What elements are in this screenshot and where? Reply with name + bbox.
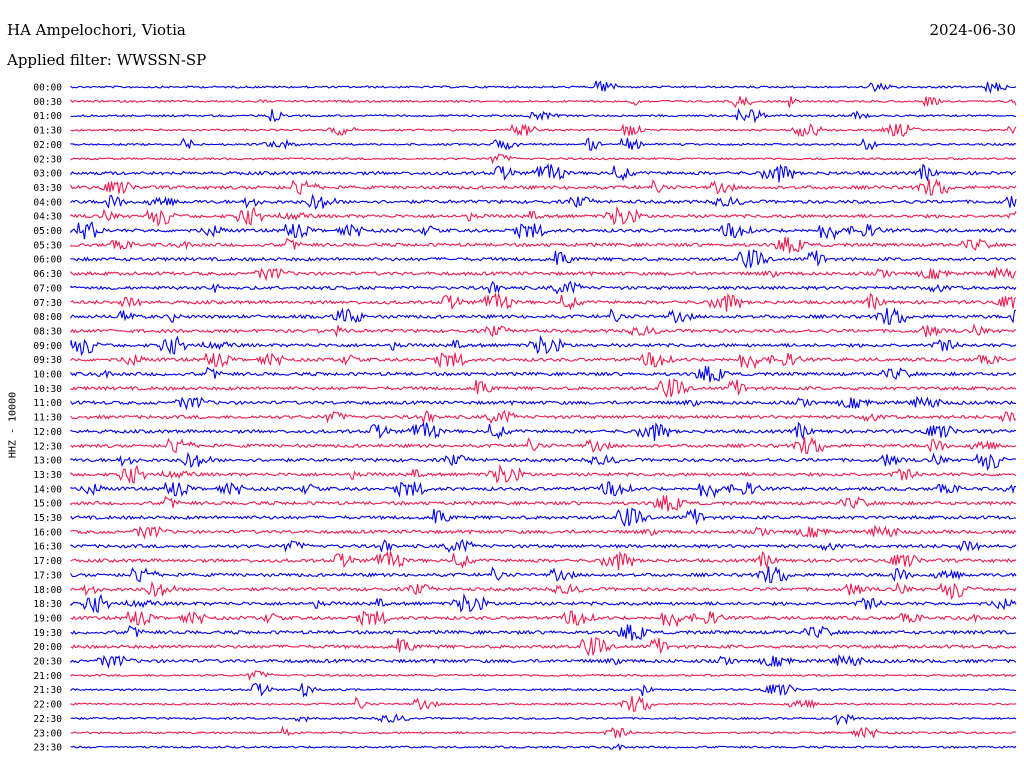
seismic-trace-0000 xyxy=(70,80,1017,94)
row-tick-label: 02:30 xyxy=(33,154,62,165)
row-tick-label: 13:30 xyxy=(33,470,62,481)
seismic-trace-0130 xyxy=(70,123,1017,138)
seismic-trace-1830 xyxy=(70,593,1017,614)
row-tick-label: 22:30 xyxy=(33,714,62,725)
row-tick-label: 15:30 xyxy=(33,513,62,524)
row-tick-label: 09:00 xyxy=(33,341,62,352)
row-tick-label: 06:30 xyxy=(33,269,62,280)
row-tick-label: 12:30 xyxy=(33,441,62,452)
row-tick-label: 11:30 xyxy=(33,413,62,424)
seismic-trace-1000 xyxy=(70,366,1017,383)
row-tick-label: 19:00 xyxy=(33,613,62,624)
seismic-trace-2100 xyxy=(70,670,1017,682)
seismic-trace-1730 xyxy=(70,565,1017,584)
row-tick-label: 08:30 xyxy=(33,326,62,337)
seismic-trace-2200 xyxy=(70,695,1017,712)
seismic-trace-1330 xyxy=(70,463,1017,485)
row-tick-label: 20:00 xyxy=(33,642,62,653)
row-tick-label: 06:00 xyxy=(33,255,62,266)
row-tick-label: 21:00 xyxy=(33,671,62,682)
seismic-trace-0230 xyxy=(70,153,1017,165)
seismic-trace-1600 xyxy=(70,524,1017,540)
row-tick-label: 12:00 xyxy=(33,427,62,438)
seismic-trace-1800 xyxy=(70,580,1017,600)
row-tick-label: 16:30 xyxy=(33,542,62,553)
station-title: HA Ampelochori, Viotia xyxy=(7,21,186,39)
seismic-trace-0600 xyxy=(70,249,1017,269)
seismic-trace-1030 xyxy=(70,378,1017,399)
row-tick-label: 00:00 xyxy=(33,83,62,94)
seismic-trace-0630 xyxy=(70,266,1017,282)
row-tick-label: 23:30 xyxy=(33,743,62,754)
seismic-trace-1700 xyxy=(70,550,1017,571)
seismic-trace-0330 xyxy=(70,178,1017,196)
row-tick-label: 07:00 xyxy=(33,283,62,294)
seismic-trace-2030 xyxy=(70,654,1017,669)
seismic-trace-0700 xyxy=(70,280,1017,295)
row-tick-label: 14:00 xyxy=(33,484,62,495)
row-tick-label: 03:00 xyxy=(33,169,62,180)
row-tick-label: 20:30 xyxy=(33,657,62,668)
seismic-trace-1130 xyxy=(70,409,1017,424)
row-tick-label: 23:00 xyxy=(33,728,62,739)
seismic-trace-1100 xyxy=(70,395,1017,411)
seismic-trace-0530 xyxy=(70,236,1017,254)
row-tick-label: 16:00 xyxy=(33,527,62,538)
seismic-trace-1500 xyxy=(70,495,1016,512)
row-tick-label: 08:00 xyxy=(33,312,62,323)
seismic-trace-2000 xyxy=(70,636,1017,657)
row-tick-label: 10:00 xyxy=(33,370,62,381)
row-tick-label: 17:00 xyxy=(33,556,62,567)
seismic-trace-0430 xyxy=(70,205,1017,227)
seismic-trace-0900 xyxy=(70,334,1017,356)
seismic-trace-2300 xyxy=(70,725,1017,739)
row-tick-label: 10:30 xyxy=(33,384,62,395)
row-tick-label: 19:30 xyxy=(33,628,62,639)
row-tick-label: 13:00 xyxy=(33,456,62,467)
row-tick-label: 04:00 xyxy=(33,197,62,208)
seismic-trace-0730 xyxy=(70,292,1017,312)
seismic-trace-0500 xyxy=(70,221,1017,241)
date-label: 2024-06-30 xyxy=(929,21,1016,39)
seismic-trace-1530 xyxy=(70,507,1017,528)
seismic-trace-1300 xyxy=(70,451,1017,471)
row-tick-label: 07:30 xyxy=(33,298,62,309)
row-tick-label: 01:00 xyxy=(33,111,62,122)
row-tick-label: 02:00 xyxy=(33,140,62,151)
seismic-trace-1400 xyxy=(70,481,1017,499)
seismic-trace-0830 xyxy=(70,323,1017,338)
seismic-trace-1630 xyxy=(70,538,1017,554)
seismic-trace-1230 xyxy=(70,436,1017,454)
seismic-trace-2330 xyxy=(70,743,1017,752)
row-tick-label: 21:30 xyxy=(33,685,62,696)
row-tick-label: 22:00 xyxy=(33,700,62,711)
row-tick-label: 18:00 xyxy=(33,585,62,596)
seismic-trace-1200 xyxy=(70,421,1017,441)
row-tick-label: 11:00 xyxy=(33,398,62,409)
row-tick-label: 18:30 xyxy=(33,599,62,610)
seismic-trace-0800 xyxy=(70,307,1017,325)
row-tick-label: 15:00 xyxy=(33,499,62,510)
seismic-trace-0930 xyxy=(70,352,1017,370)
seismic-trace-2130 xyxy=(70,682,1017,698)
seismic-trace-0300 xyxy=(70,163,1017,183)
row-tick-label: 05:30 xyxy=(33,240,62,251)
row-tick-label: 03:30 xyxy=(33,183,62,194)
filter-label: Applied filter: WWSSN-SP xyxy=(7,51,207,69)
seismic-trace-1930 xyxy=(70,624,1017,641)
row-tick-label: 00:30 xyxy=(33,97,62,108)
row-tick-label: 17:30 xyxy=(33,570,62,581)
seismic-trace-0400 xyxy=(70,193,1017,210)
row-tick-label: 01:30 xyxy=(33,126,62,137)
seismic-trace-0100 xyxy=(70,107,1016,124)
row-tick-label: 05:00 xyxy=(33,226,62,237)
row-tick-label: 04:30 xyxy=(33,212,62,223)
seismic-trace-1900 xyxy=(70,610,1017,628)
seismic-trace-0200 xyxy=(70,137,1017,151)
seismic-trace-0030 xyxy=(70,96,1017,109)
row-tick-label: 09:30 xyxy=(33,355,62,366)
seismic-trace-2230 xyxy=(70,713,1017,727)
